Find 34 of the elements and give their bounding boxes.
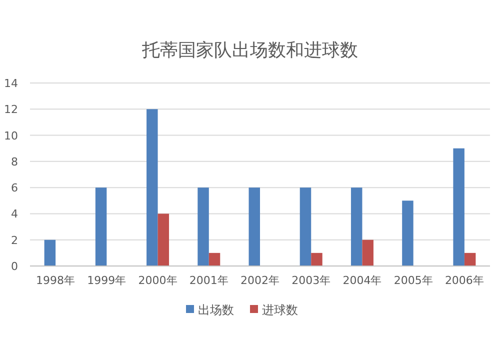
x-tick-label: 2002年: [240, 274, 280, 287]
x-tick-label: 2000年: [138, 274, 178, 287]
bar: [248, 188, 260, 266]
bar: [362, 240, 374, 266]
bar: [350, 188, 362, 266]
bar: [402, 200, 414, 266]
legend-label: 进球数: [262, 303, 298, 317]
x-tick-label: 2006年: [444, 274, 484, 287]
y-tick-label: 14: [4, 77, 18, 90]
y-tick-label: 2: [11, 234, 18, 247]
x-tick-label: 1999年: [87, 274, 126, 287]
x-tick-label: 1998年: [36, 274, 76, 287]
bar: [311, 252, 322, 266]
bar: [44, 240, 56, 266]
bar: [146, 109, 158, 266]
x-tick-label: 2004年: [342, 274, 382, 287]
bar: [158, 214, 170, 266]
bar: [464, 252, 476, 266]
y-tick-label: 10: [4, 129, 18, 142]
chart-title: 托蒂国家队出场数和进球数: [141, 40, 358, 61]
x-tick-label: 2001年: [189, 274, 228, 287]
y-tick-label: 0: [11, 260, 18, 273]
bar: [198, 188, 209, 266]
y-tick-label: 12: [4, 103, 18, 116]
y-tick-label: 4: [11, 208, 18, 221]
bar: [300, 188, 312, 266]
bar: [453, 148, 464, 266]
bar: [95, 188, 107, 266]
y-tick-label: 8: [11, 155, 18, 168]
legend-label: 出场数: [198, 303, 234, 317]
x-tick-label: 2003年: [292, 274, 331, 287]
y-tick-label: 6: [11, 182, 18, 195]
x-tick-label: 2005年: [394, 274, 433, 287]
bar: [208, 252, 220, 266]
